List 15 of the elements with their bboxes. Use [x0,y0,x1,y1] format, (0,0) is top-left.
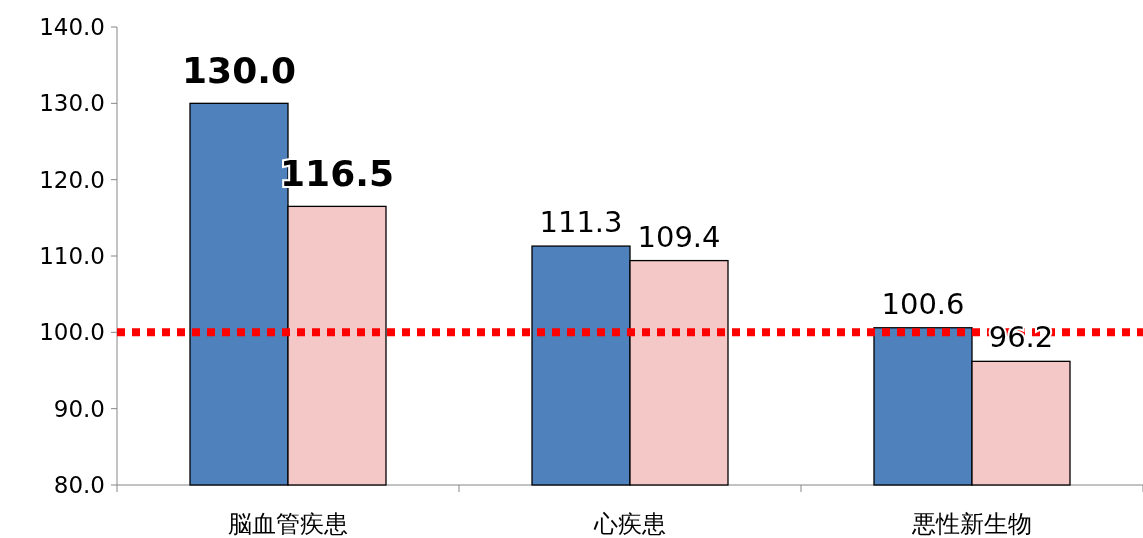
y-tick-label: 80.0 [53,472,105,498]
data-label: 96.2 [988,320,1054,355]
y-tick-label: 100.0 [39,319,105,346]
y-tick-label: 110.0 [39,243,105,269]
data-label: 130.0 [182,50,296,92]
y-tick-label: 120.0 [39,166,105,193]
data-label: 100.6 [881,286,965,321]
x-tick-label: 心疾患 [593,510,666,538]
data-label: 111.3 [539,205,623,240]
x-tick-label: 悪性新生物 [911,510,1032,538]
x-tick-label: 脳血管疾患 [228,510,348,538]
y-tick-label: 90.0 [53,395,105,422]
y-tick-label: 130.0 [39,90,105,117]
data-label: 109.4 [637,219,721,254]
y-tick-label: 140.0 [39,14,105,40]
